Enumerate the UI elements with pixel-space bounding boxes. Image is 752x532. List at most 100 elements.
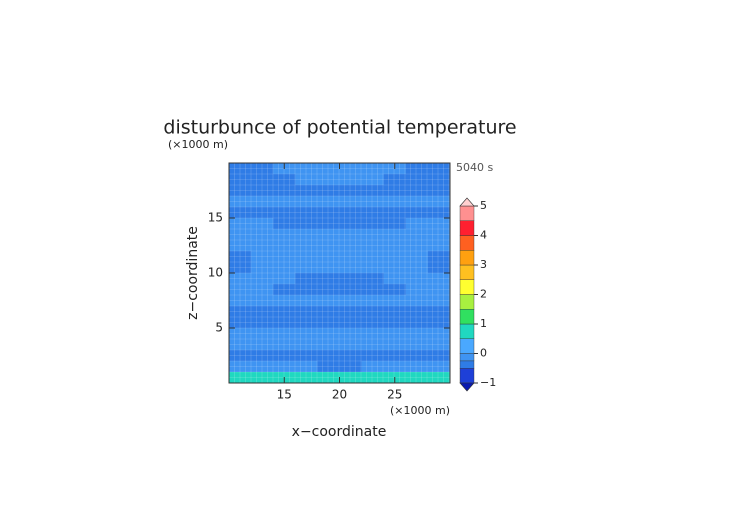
contour-cell — [229, 350, 252, 362]
contour-cell — [229, 361, 252, 373]
colorbar-segment — [459, 235, 475, 251]
colorbar-tick-label: 2 — [480, 288, 487, 301]
contour-cell — [427, 174, 451, 186]
colorbar-segment — [459, 279, 475, 295]
contour-cell — [317, 185, 340, 197]
contour-cell — [251, 306, 274, 318]
contour-cell — [251, 196, 274, 208]
contour-cell — [273, 229, 296, 241]
contour-cell — [229, 328, 252, 340]
contour-cell — [339, 284, 363, 296]
contour-cell — [317, 317, 340, 329]
contour-cell — [229, 317, 252, 329]
contour-cell — [273, 350, 296, 362]
contour-cell — [273, 273, 296, 285]
contour-cell — [339, 295, 363, 307]
contour-cell — [273, 328, 296, 340]
contour-cell — [427, 284, 451, 296]
contour-cell — [383, 317, 407, 329]
contour-cell — [339, 317, 363, 329]
contour-cell — [383, 262, 407, 274]
contour-cell — [317, 262, 340, 274]
contour-cell — [361, 240, 385, 252]
contour-cell — [295, 185, 318, 197]
contour-cell — [273, 317, 296, 329]
contour-cell — [273, 262, 296, 274]
contour-cell — [251, 218, 274, 230]
contour-cell — [317, 350, 340, 362]
contour-cell — [427, 306, 451, 318]
y-axis-label: z−coordinate — [185, 226, 201, 320]
contour-cell — [339, 372, 363, 384]
contour-cell — [229, 251, 252, 263]
contour-cell — [361, 306, 385, 318]
colorbar-segment — [459, 220, 475, 236]
contour-cell — [427, 251, 451, 263]
chart-title: disturbunce of potential temperature — [163, 117, 516, 139]
contour-cell — [405, 218, 429, 230]
contour-cell — [405, 163, 429, 175]
contour-cell — [295, 284, 318, 296]
contour-cell — [229, 306, 252, 318]
contour-cell — [361, 295, 385, 307]
contour-cell — [229, 196, 252, 208]
x-tick-label: 15 — [277, 388, 292, 402]
contour-cell — [405, 251, 429, 263]
x-tick-label: 25 — [387, 388, 402, 402]
contour-cell — [339, 262, 363, 274]
contour-cell — [229, 372, 252, 384]
contour-cell — [405, 306, 429, 318]
contour-cell — [427, 350, 451, 362]
colorbar-segment — [459, 368, 475, 384]
contour-cell — [273, 240, 296, 252]
contour-cell — [339, 185, 363, 197]
contour-cell — [295, 361, 318, 373]
contour-cell — [383, 185, 407, 197]
contour-cell — [383, 361, 407, 373]
colorbar-segment — [459, 338, 475, 354]
contour-cell — [251, 262, 274, 274]
contour-cell — [317, 361, 340, 373]
contour-cell — [361, 284, 385, 296]
contour-cell — [251, 273, 274, 285]
contour-cell — [295, 262, 318, 274]
contour-cell — [295, 328, 318, 340]
contour-cell — [427, 295, 451, 307]
contour-cell — [339, 328, 363, 340]
contour-cell — [405, 240, 429, 252]
contour-cell — [427, 339, 451, 351]
contour-cell — [229, 163, 252, 175]
colorbar-segment — [459, 205, 475, 221]
contour-cell — [317, 207, 340, 219]
contour-cell — [251, 339, 274, 351]
colorbar-segment — [459, 323, 475, 339]
colorbar-segment — [459, 250, 475, 266]
contour-cell — [405, 229, 429, 241]
contour-cell — [295, 317, 318, 329]
contour-cell — [317, 163, 340, 175]
x-tick-label: 20 — [332, 388, 347, 402]
contour-cell — [405, 372, 429, 384]
contour-cell — [405, 185, 429, 197]
contour-cell — [317, 339, 340, 351]
contour-cell — [251, 163, 274, 175]
contour-cell — [427, 317, 451, 329]
contour-cell — [427, 229, 451, 241]
y-unit: (×1000 m) — [168, 138, 228, 151]
contour-cell — [383, 196, 407, 208]
contour-cell — [273, 251, 296, 263]
contour-cell — [383, 339, 407, 351]
contour-cell — [339, 174, 363, 186]
contour-cell — [405, 207, 429, 219]
contour-cell — [427, 273, 451, 285]
colorbar-tick-label: 5 — [480, 199, 487, 212]
contour-cell — [383, 295, 407, 307]
contour-cell — [427, 218, 451, 230]
contour-cell — [317, 196, 340, 208]
contour-cell — [273, 361, 296, 373]
contour-cell — [251, 240, 274, 252]
contour-cell — [361, 251, 385, 263]
contour-cell — [295, 295, 318, 307]
